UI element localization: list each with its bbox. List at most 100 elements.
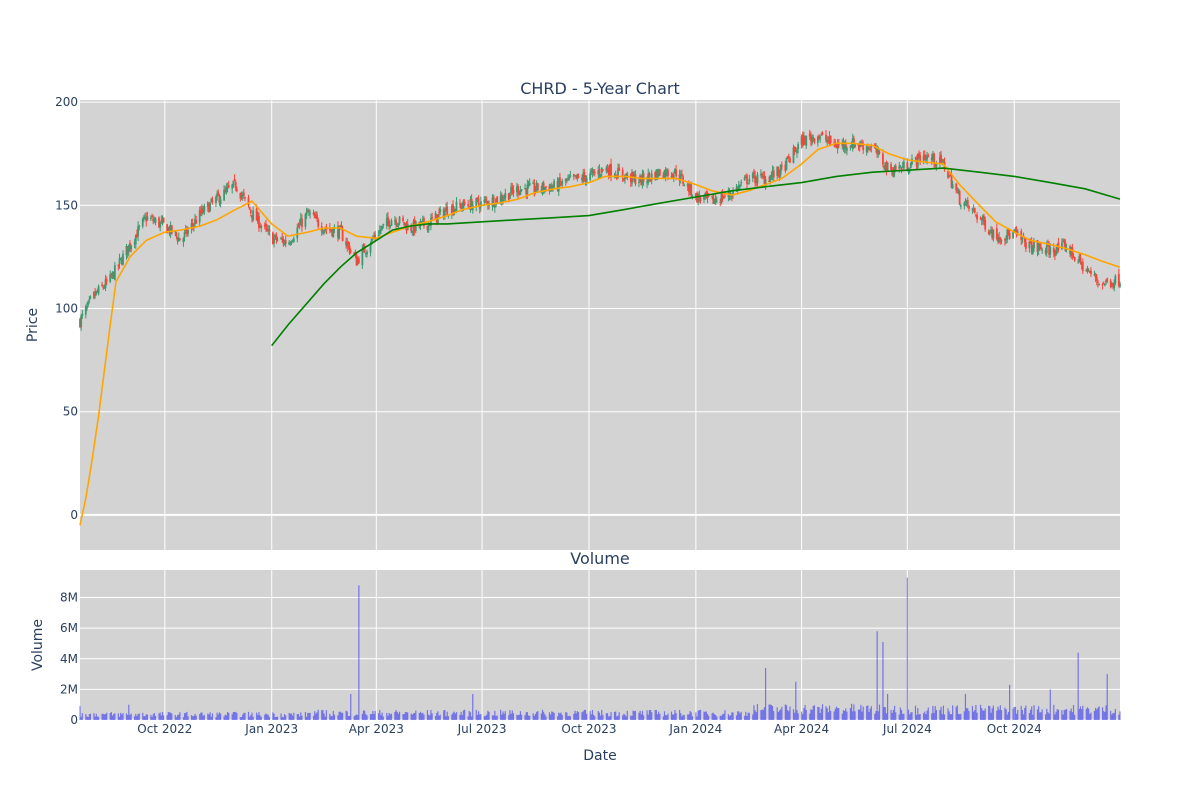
volume-bar	[439, 714, 441, 720]
volume-bar	[1004, 707, 1006, 720]
volume-bar	[892, 709, 895, 720]
volume-bar	[274, 716, 276, 720]
volume-bar	[480, 713, 482, 720]
volume-bar	[446, 711, 448, 720]
volume-bar	[179, 712, 181, 720]
candle-body	[827, 140, 830, 142]
candle-body	[656, 170, 659, 177]
volume-bar	[444, 709, 446, 720]
candle-body	[862, 144, 865, 151]
candle-body	[914, 157, 917, 159]
candle-body	[371, 238, 374, 240]
candle-body	[664, 169, 667, 177]
volume-bar	[925, 714, 927, 720]
candle-body	[772, 170, 775, 178]
volume-bar	[697, 710, 699, 720]
candle-body	[227, 185, 230, 188]
candle-body	[459, 203, 461, 205]
candle-body	[875, 147, 877, 150]
volume-bar	[561, 715, 563, 720]
candle-body	[926, 156, 929, 160]
volume-bar	[890, 709, 892, 720]
candle-body	[541, 183, 544, 192]
volume-bar	[159, 712, 161, 720]
volume-bar	[623, 713, 625, 720]
candle-body	[346, 242, 349, 247]
volume-bar	[329, 713, 331, 720]
volume-bar	[949, 714, 951, 720]
volume-bar	[551, 711, 553, 720]
volume-bar	[1021, 709, 1023, 720]
volume-x-ticks: Oct 2022 Jan 2023 Apr 2023 Jul 2023 Oct 2023…	[137, 722, 1042, 736]
volume-bar	[502, 711, 504, 720]
volume-bar	[988, 705, 990, 720]
candle-body	[975, 214, 977, 216]
volume-plot-area[interactable]	[80, 570, 1120, 720]
volume-bar	[361, 713, 363, 720]
volume-bar	[231, 714, 233, 720]
candle-body	[524, 187, 526, 189]
candle-body	[829, 135, 832, 143]
volume-bar	[1014, 706, 1017, 720]
candle-body	[672, 174, 675, 179]
candle-body	[789, 158, 791, 163]
candle-body	[323, 230, 325, 233]
candle-body	[1047, 244, 1049, 246]
volume-bar	[462, 710, 465, 720]
candle-body	[103, 287, 106, 289]
candle-body	[997, 237, 999, 242]
volume-bar	[1065, 709, 1068, 720]
candle-body	[938, 156, 941, 164]
candle-body	[972, 209, 975, 211]
candle-body	[1090, 270, 1092, 274]
volume-bar	[414, 713, 416, 720]
candle-body	[857, 143, 860, 147]
volume-bar	[445, 716, 447, 720]
volume-bar	[1106, 674, 1108, 720]
candle-body	[1031, 247, 1034, 254]
candle-body	[112, 272, 115, 279]
volume-bar	[207, 713, 209, 720]
volume-bar	[926, 710, 928, 720]
volume-bar	[142, 712, 144, 720]
candle-body	[947, 171, 949, 178]
candle-body	[648, 172, 651, 178]
volume-bar	[402, 714, 404, 720]
volume-bar	[648, 710, 650, 720]
price-y-ticks: 0 50 100 150 200	[55, 95, 78, 522]
volume-bar	[209, 712, 211, 720]
volume-bar	[651, 712, 653, 720]
candle-body	[345, 241, 348, 246]
candle-body	[217, 192, 220, 196]
candle-body	[868, 148, 870, 150]
volume-bar	[195, 715, 197, 720]
candle-body	[770, 175, 773, 177]
volume-bar	[428, 714, 430, 720]
candle-body	[605, 167, 608, 172]
candle-body	[550, 184, 553, 188]
candle-body	[1094, 274, 1097, 278]
volume-bar	[673, 714, 675, 720]
volume-bar	[972, 711, 975, 720]
volume-bar	[610, 712, 612, 720]
volume-bar	[137, 714, 139, 720]
candle-body	[284, 240, 287, 244]
volume-bar	[984, 708, 986, 720]
candle-body	[560, 184, 562, 186]
candle-body	[306, 209, 309, 213]
volume-bar	[891, 712, 893, 720]
candle-body	[381, 225, 384, 230]
volume-bar	[784, 704, 786, 720]
volume-bar	[483, 716, 485, 720]
candle-body	[737, 184, 740, 190]
moving-average-lines	[79, 142, 1121, 526]
volume-bar	[1064, 709, 1066, 720]
candle-body	[654, 172, 657, 180]
price-plot-area[interactable]	[80, 100, 1120, 550]
candle-body	[1085, 270, 1088, 272]
candle-body	[622, 178, 625, 181]
volume-bar	[586, 713, 588, 720]
volume-bar	[331, 716, 333, 720]
candle-body	[940, 154, 942, 164]
volume-bar	[1054, 714, 1056, 720]
